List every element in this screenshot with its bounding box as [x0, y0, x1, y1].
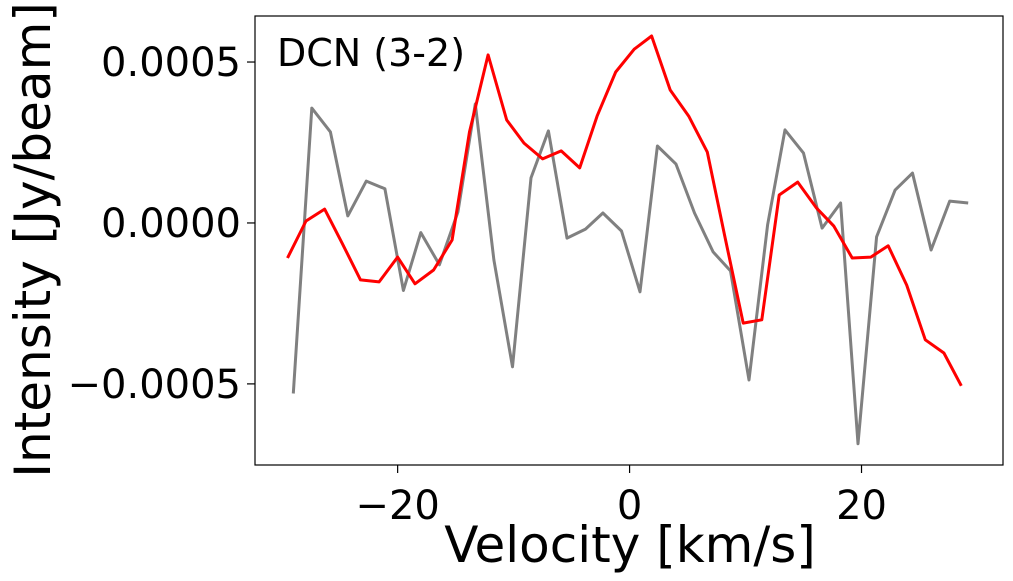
x-tick-label: −20	[355, 483, 439, 529]
y-tick-label: 0.0005	[101, 40, 241, 86]
plot-frame	[254, 15, 1004, 466]
x-axis-label: Velocity [km/s]	[444, 516, 816, 574]
series-line	[291, 102, 969, 446]
y-axis-label: Intensity [Jy/beam]	[4, 2, 62, 478]
series-line	[286, 34, 963, 387]
x-tick-label: 0	[617, 483, 642, 529]
annotation: DCN (3-2)	[277, 31, 465, 75]
y-tick-label: −0.0005	[68, 362, 241, 408]
y-tick-label: 0.0000	[101, 201, 241, 247]
x-tick-label: 20	[836, 483, 887, 529]
